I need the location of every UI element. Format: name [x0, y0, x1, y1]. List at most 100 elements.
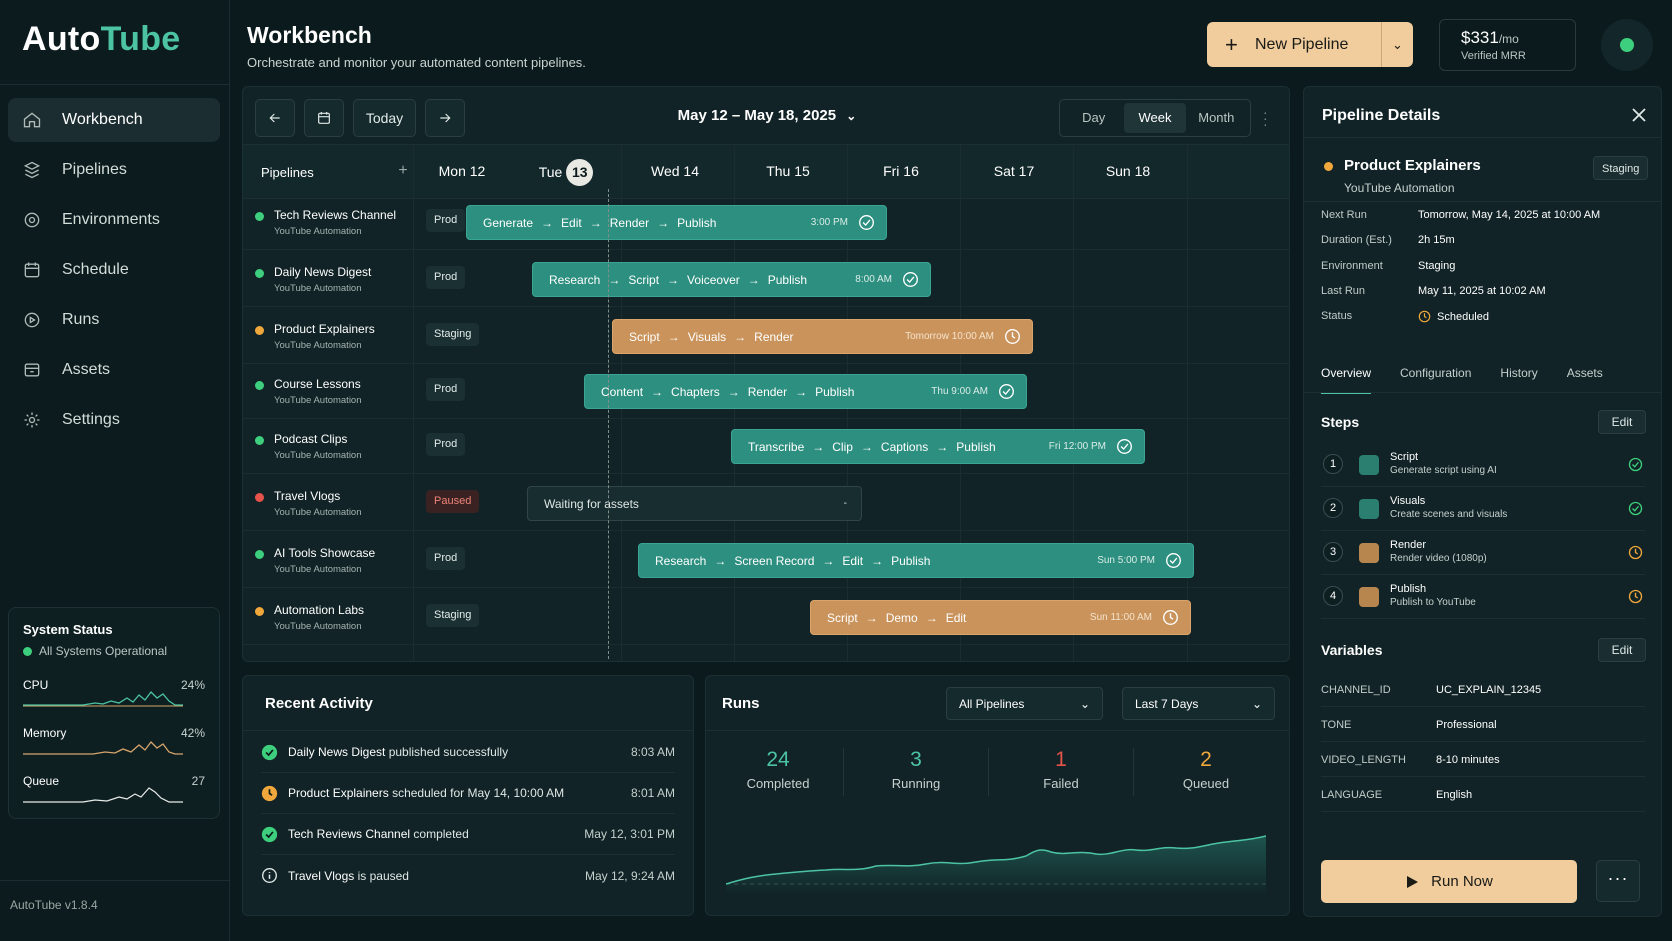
day-header-tue[interactable]: Tue 13	[506, 159, 626, 186]
bar-steps: Transcribe → Clip → Captions → Publish	[748, 440, 1049, 454]
mrr-card[interactable]: $331/mo Verified MRR	[1439, 19, 1576, 71]
activity-item[interactable]: Daily News Digest published successfully…	[261, 732, 675, 773]
add-pipeline-icon[interactable]: +	[398, 162, 408, 179]
clock-icon	[1628, 589, 1643, 604]
step-label: Captions	[880, 439, 929, 454]
activity-item[interactable]: Travel Vlogs is paused May 12, 9:24 AM	[261, 855, 675, 896]
step-label: Research	[549, 272, 601, 287]
edit-variables-button[interactable]: Edit	[1598, 638, 1646, 662]
variable-row[interactable]: VIDEO_LENGTH 8-10 minutes	[1321, 743, 1645, 777]
tab-configuration[interactable]: Configuration	[1400, 366, 1472, 380]
status-dot-icon	[255, 326, 264, 335]
pipeline-step[interactable]: 1 Script Generate script using AI	[1321, 443, 1645, 487]
metric-label: Memory	[23, 726, 67, 740]
sidebar-item-pipelines[interactable]: Pipelines	[8, 148, 220, 192]
pipeline-row[interactable]: Podcast Clips YouTube Automation Prod Trans…	[243, 419, 1289, 474]
schedule-bar[interactable]: Research → Script → Voiceover → Publish 8:00 AM	[532, 262, 931, 297]
tab-overview[interactable]: Overview	[1321, 366, 1372, 394]
sidebar-item-label: Runs	[62, 311, 100, 328]
view-day-button[interactable]: Day	[1082, 110, 1106, 125]
tab-history[interactable]: History	[1500, 366, 1538, 380]
app-version: AutoTube v1.8.4	[10, 898, 98, 912]
pipeline-row[interactable]: Product Explainers YouTube Automation Stag…	[243, 309, 1289, 364]
sidebar-item-label: Environments	[62, 211, 160, 228]
activity-item[interactable]: Tech Reviews Channel completed May 12, 3:…	[261, 814, 675, 855]
day-header-thu[interactable]: Thu 15	[766, 163, 810, 179]
metric-value: 42%	[180, 726, 205, 740]
pipeline-row[interactable]: Course Lessons YouTube Automation Prod Cont…	[243, 364, 1289, 419]
sidebar-item-environments[interactable]: Environments	[8, 198, 220, 242]
check-circle-icon	[261, 826, 278, 842]
sidebar-item-schedule[interactable]: Schedule	[8, 248, 220, 292]
bar-time: Fri 12:00 PM	[1048, 441, 1106, 452]
date-picker-button[interactable]	[304, 99, 344, 137]
chevron-down-icon[interactable]: ⌄	[1392, 36, 1403, 52]
run-now-button[interactable]: Run Now	[1321, 860, 1577, 903]
bar-steps: Waiting for assets	[544, 497, 844, 511]
variable-value: English	[1436, 789, 1473, 801]
pipeline-row[interactable]: AI Tools Showcase YouTube Automation Prod R…	[243, 533, 1289, 588]
sidebar-item-assets[interactable]: Assets	[8, 348, 220, 392]
day-header-wed[interactable]: Wed 14	[651, 163, 699, 179]
pipeline-step[interactable]: 3 Render Render video (1080p)	[1321, 531, 1645, 575]
pipeline-step[interactable]: 4 Publish Publish to YouTube	[1321, 575, 1645, 619]
schedule-bar[interactable]: Transcribe → Clip → Captions → Publish Fri 12:0…	[731, 429, 1145, 464]
next-week-button[interactable]	[425, 99, 465, 137]
pipeline-name: AI Tools Showcase	[274, 546, 376, 560]
home-icon	[23, 112, 41, 128]
pipeline-filter-select[interactable]: All Pipelines ⌄	[946, 687, 1103, 720]
sidebar-item-workbench[interactable]: Workbench	[8, 98, 220, 142]
app-logo[interactable]: AutoTube	[22, 20, 181, 59]
sidebar-item-label: Workbench	[62, 111, 143, 128]
view-month-button[interactable]: Month	[1198, 110, 1235, 125]
sidebar-item-settings[interactable]: Settings	[8, 398, 220, 442]
pipeline-row[interactable]: Daily News Digest YouTube Automation Prod R…	[243, 252, 1289, 307]
activity-item[interactable]: Product Explainers scheduled for May 14,…	[261, 773, 675, 814]
schedule-bar[interactable]: Script → Visuals → Render Tomorrow 10:00 AM	[612, 319, 1033, 354]
view-week-button[interactable]: Week	[1124, 103, 1186, 133]
schedule-bar[interactable]: Generate → Edit → Render → Publish 3:00 PM	[466, 205, 887, 240]
step-title: Visuals	[1390, 495, 1426, 507]
stat-queued: 2 Queued	[1134, 748, 1278, 791]
avatar[interactable]	[1601, 19, 1653, 71]
prev-week-button[interactable]	[255, 99, 295, 137]
pipeline-row[interactable]: Automation Labs YouTube Automation Staging…	[243, 590, 1289, 645]
pipeline-type: YouTube Automation	[274, 226, 362, 237]
edit-steps-button[interactable]: Edit	[1598, 410, 1646, 434]
pipeline-step[interactable]: 2 Visuals Create scenes and visuals	[1321, 487, 1645, 531]
bar-time: Thu 9:00 AM	[931, 386, 988, 397]
stat-label: Completed	[746, 776, 810, 791]
schedule-bar[interactable]: Research → Screen Record → Edit → Publish Sun 5…	[638, 543, 1194, 578]
more-options-button[interactable]: ···	[1596, 860, 1640, 902]
variable-row[interactable]: TONE Professional	[1321, 708, 1645, 742]
status-dot-icon	[255, 212, 264, 221]
close-icon[interactable]	[1629, 105, 1649, 125]
day-header-mon[interactable]: Mon 12	[438, 163, 486, 179]
pipeline-row[interactable]: Travel Vlogs YouTube Automation Paused Wait…	[243, 476, 1289, 531]
arrow-right-icon: →	[608, 272, 621, 287]
more-vertical-icon[interactable]: · · ·	[1263, 104, 1268, 132]
schedule-bar[interactable]: Script → Demo → Edit Sun 11:00 AM	[810, 600, 1191, 635]
environment-badge: Paused	[426, 490, 480, 513]
range-filter-select[interactable]: Last 7 Days ⌄	[1122, 687, 1275, 720]
arrow-right-icon	[440, 113, 451, 123]
tab-assets[interactable]: Assets	[1566, 366, 1603, 380]
mrr-unit: /mo	[1498, 32, 1519, 46]
today-button[interactable]: Today	[353, 99, 416, 137]
sidebar-item-label: Settings	[62, 411, 120, 428]
date-range-selector[interactable]: May 12 – May 18, 2025 ⌄	[678, 107, 857, 124]
variable-row[interactable]: CHANNEL_ID UC_EXPLAIN_12345	[1321, 673, 1645, 707]
day-header-sun[interactable]: Sun 18	[1105, 163, 1151, 179]
pipeline-row[interactable]: Tech Reviews Channel YouTube Automation Pr…	[243, 195, 1289, 250]
sidebar-item-runs[interactable]: Runs	[8, 298, 220, 342]
schedule-bar[interactable]: Content → Chapters → Render → Publish Thu 9:00 …	[584, 374, 1027, 409]
day-header-sat[interactable]: Sat 17	[993, 163, 1035, 179]
metric-label: CPU	[23, 678, 49, 692]
day-header-fri[interactable]: Fri 16	[883, 163, 919, 179]
schedule-bar[interactable]: Waiting for assets -	[527, 486, 862, 521]
new-pipeline-button[interactable]: + New Pipeline ⌄	[1207, 22, 1413, 67]
variable-row[interactable]: LANGUAGE English	[1321, 778, 1645, 812]
current-time-line	[608, 189, 609, 661]
step-label: Waiting for assets	[544, 496, 639, 511]
bar-time: Sun 5:00 PM	[1097, 555, 1155, 566]
